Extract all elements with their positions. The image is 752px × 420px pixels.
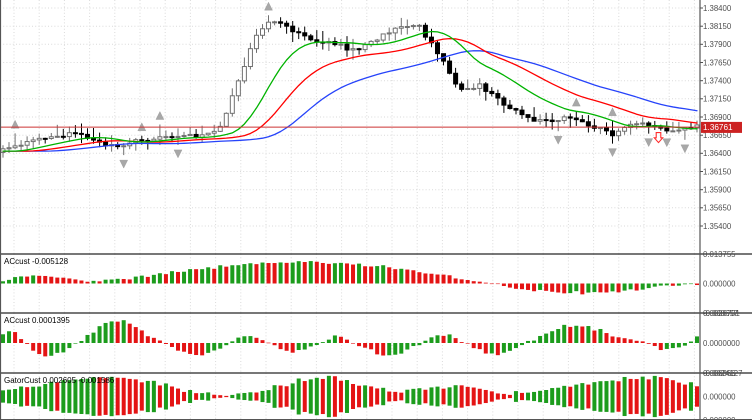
svg-text:1.35650: 1.35650 (703, 204, 732, 213)
svg-text:0.000000: 0.000000 (703, 279, 736, 288)
svg-text:1.37400: 1.37400 (703, 77, 732, 86)
svg-text:1.37150: 1.37150 (703, 95, 732, 104)
svg-text:1.35400: 1.35400 (703, 222, 732, 231)
svg-text:0.006866: 0.006866 (703, 369, 736, 378)
svg-text:1.37650: 1.37650 (703, 58, 732, 67)
svg-text:0.0000000: 0.0000000 (703, 339, 741, 348)
svg-text:1.38400: 1.38400 (703, 4, 732, 13)
svg-text:1.35900: 1.35900 (703, 186, 732, 195)
svg-text:1.36150: 1.36150 (703, 167, 732, 176)
svg-text:GatorCust 0.002605 -0.001586: GatorCust 0.002605 -0.001586 (4, 376, 115, 385)
svg-text:1.38150: 1.38150 (703, 22, 732, 31)
svg-text:0.013755: 0.013755 (703, 250, 736, 259)
svg-text:ACcust 0.0001395: ACcust 0.0001395 (4, 316, 70, 325)
svg-text:0.000000: 0.000000 (703, 392, 736, 401)
svg-text:0.0026701: 0.0026701 (703, 309, 740, 318)
svg-text:1.36761: 1.36761 (703, 123, 733, 132)
svg-text:1.36900: 1.36900 (703, 113, 732, 122)
svg-text:1.37900: 1.37900 (703, 40, 732, 49)
svg-text:ACcust -0.005128: ACcust -0.005128 (4, 257, 69, 266)
svg-text:1.36400: 1.36400 (703, 149, 732, 158)
